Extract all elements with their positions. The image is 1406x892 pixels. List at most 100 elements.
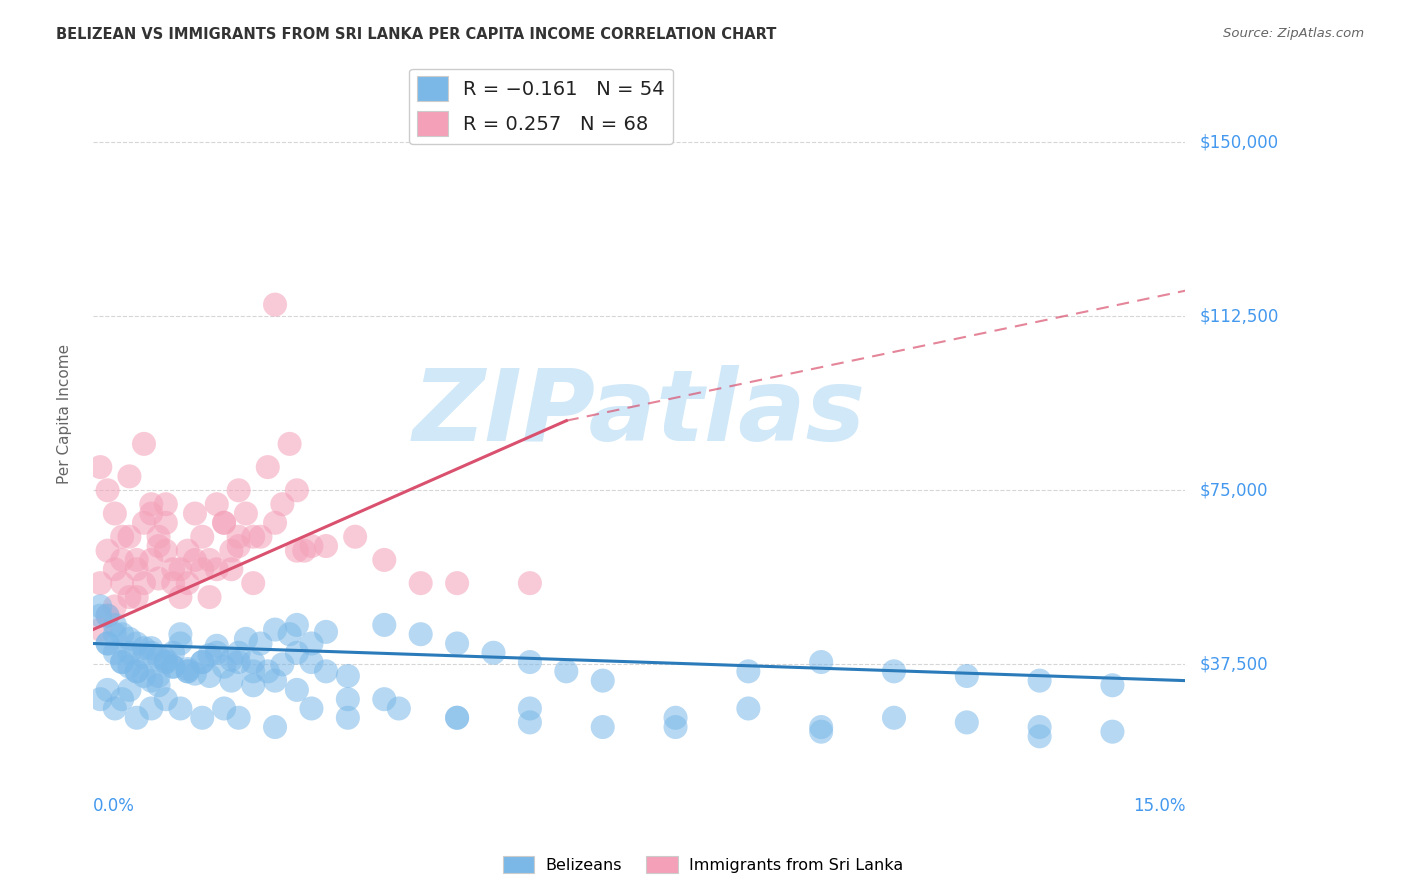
Point xyxy=(104,599,127,614)
Point xyxy=(737,665,759,679)
Point xyxy=(111,553,134,567)
Point xyxy=(278,627,301,641)
Point xyxy=(1101,724,1123,739)
Point xyxy=(301,655,323,669)
Point xyxy=(191,655,214,669)
Point xyxy=(221,673,243,688)
Point xyxy=(285,618,308,632)
Point xyxy=(242,530,264,544)
Point xyxy=(125,590,148,604)
Point xyxy=(155,692,177,706)
Point xyxy=(446,576,468,591)
Point xyxy=(388,701,411,715)
Point xyxy=(89,623,111,637)
Point xyxy=(132,669,155,683)
Point xyxy=(519,701,541,715)
Point xyxy=(373,618,395,632)
Point xyxy=(228,655,250,669)
Point xyxy=(89,608,111,623)
Point xyxy=(111,655,134,669)
Point xyxy=(221,653,243,667)
Point xyxy=(810,724,832,739)
Point xyxy=(228,483,250,498)
Point xyxy=(104,562,127,576)
Point xyxy=(125,636,148,650)
Point xyxy=(184,553,207,567)
Point xyxy=(373,692,395,706)
Point xyxy=(125,553,148,567)
Point xyxy=(97,608,120,623)
Point xyxy=(373,553,395,567)
Point xyxy=(519,715,541,730)
Point xyxy=(184,666,207,681)
Point xyxy=(118,632,141,646)
Point xyxy=(169,636,191,650)
Point xyxy=(125,665,148,679)
Point xyxy=(97,636,120,650)
Point xyxy=(141,641,163,656)
Point xyxy=(118,590,141,604)
Point xyxy=(956,715,979,730)
Point xyxy=(555,665,578,679)
Point xyxy=(205,639,228,653)
Point xyxy=(228,711,250,725)
Point xyxy=(285,682,308,697)
Point xyxy=(97,636,120,650)
Point xyxy=(104,646,127,660)
Point xyxy=(482,646,505,660)
Point xyxy=(176,543,198,558)
Text: 0.0%: 0.0% xyxy=(93,797,135,814)
Point xyxy=(1028,673,1050,688)
Point xyxy=(162,576,184,591)
Point xyxy=(956,669,979,683)
Point xyxy=(118,646,141,660)
Point xyxy=(737,701,759,715)
Point xyxy=(198,590,221,604)
Point xyxy=(97,483,120,498)
Point xyxy=(162,659,184,673)
Point xyxy=(264,516,287,530)
Point xyxy=(1028,720,1050,734)
Text: ZIPatlas: ZIPatlas xyxy=(412,365,866,462)
Text: $75,000: $75,000 xyxy=(1199,482,1268,500)
Point xyxy=(141,507,163,521)
Point xyxy=(235,507,257,521)
Text: BELIZEAN VS IMMIGRANTS FROM SRI LANKA PER CAPITA INCOME CORRELATION CHART: BELIZEAN VS IMMIGRANTS FROM SRI LANKA PE… xyxy=(56,27,776,42)
Point xyxy=(148,572,170,586)
Point xyxy=(141,673,163,688)
Point xyxy=(111,655,134,669)
Point xyxy=(883,665,905,679)
Point xyxy=(212,701,235,715)
Point xyxy=(883,711,905,725)
Point xyxy=(162,646,184,660)
Point xyxy=(446,636,468,650)
Point xyxy=(155,543,177,558)
Point xyxy=(162,562,184,576)
Point xyxy=(125,665,148,679)
Point xyxy=(228,539,250,553)
Point xyxy=(191,562,214,576)
Point xyxy=(141,646,163,660)
Point xyxy=(264,623,287,637)
Point xyxy=(118,530,141,544)
Point xyxy=(446,711,468,725)
Point xyxy=(155,516,177,530)
Point xyxy=(155,655,177,669)
Point xyxy=(169,627,191,641)
Y-axis label: Per Capita Income: Per Capita Income xyxy=(58,343,72,483)
Point xyxy=(256,665,278,679)
Point xyxy=(336,711,359,725)
Point xyxy=(212,516,235,530)
Point xyxy=(97,543,120,558)
Point xyxy=(176,576,198,591)
Point xyxy=(198,648,221,662)
Point xyxy=(169,562,191,576)
Point xyxy=(132,576,155,591)
Point xyxy=(118,659,141,673)
Point xyxy=(1101,678,1123,692)
Point xyxy=(242,665,264,679)
Point xyxy=(118,682,141,697)
Point xyxy=(148,530,170,544)
Point xyxy=(132,437,155,451)
Point xyxy=(336,669,359,683)
